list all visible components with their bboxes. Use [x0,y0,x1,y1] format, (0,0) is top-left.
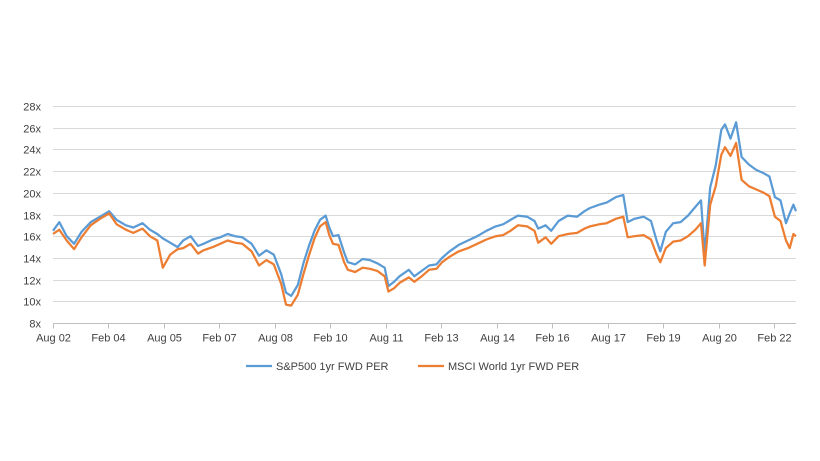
legend-sp500-label: S&P500 1yr FWD PER [276,361,389,373]
x-tick-label: Feb 04 [91,333,125,345]
y-tick-label: 28x [23,102,41,114]
y-tick-label: 16x [23,232,41,244]
x-axis: Aug 02 Feb 04 Aug 05 Feb 07 Aug 08 Feb 10 Aug … [36,323,796,345]
x-tick-label: Aug 02 [36,333,71,345]
x-tick-label: Feb 13 [424,333,458,345]
x-tick-label: Aug 20 [702,333,737,345]
y-tick-label: 18x [23,211,41,223]
y-tick-label: 24x [23,145,41,157]
x-tick-label: Aug 11 [369,333,403,345]
y-tick-label: 22x [23,167,41,179]
x-tick-label: Feb 19 [646,333,680,345]
y-tick-label: 10x [23,297,41,309]
gridlines [53,106,796,302]
legend-msci-world-label: MSCI World 1yr FWD PER [448,361,579,373]
x-tick-label: Feb 07 [202,333,236,345]
y-tick-label: 12x [23,276,41,288]
y-tick-label: 8x [29,319,41,331]
series-line-sp500 [52,121,798,298]
x-tick-label: Feb 16 [535,333,569,345]
x-tick-label: Feb 10 [313,333,347,345]
y-axis-tick-labels: 8x 10x 12x 14x 16x 18x 20x 22x 24x 26x 28x [23,102,41,331]
x-tick-label: Aug 17 [591,333,626,345]
y-tick-label: 26x [23,124,41,136]
y-tick-label: 20x [23,189,41,201]
x-tick-label: Aug 14 [480,333,515,345]
series-line-msci-world [52,141,797,307]
x-tick-label: Aug 08 [258,333,293,345]
x-tick-label: Aug 05 [147,333,182,345]
y-tick-label: 14x [23,254,41,266]
legend: S&P500 1yr FWD PER MSCI World 1yr FWD PER [246,361,579,373]
series-lines [52,121,798,307]
x-tick-label: Feb 22 [757,333,791,345]
